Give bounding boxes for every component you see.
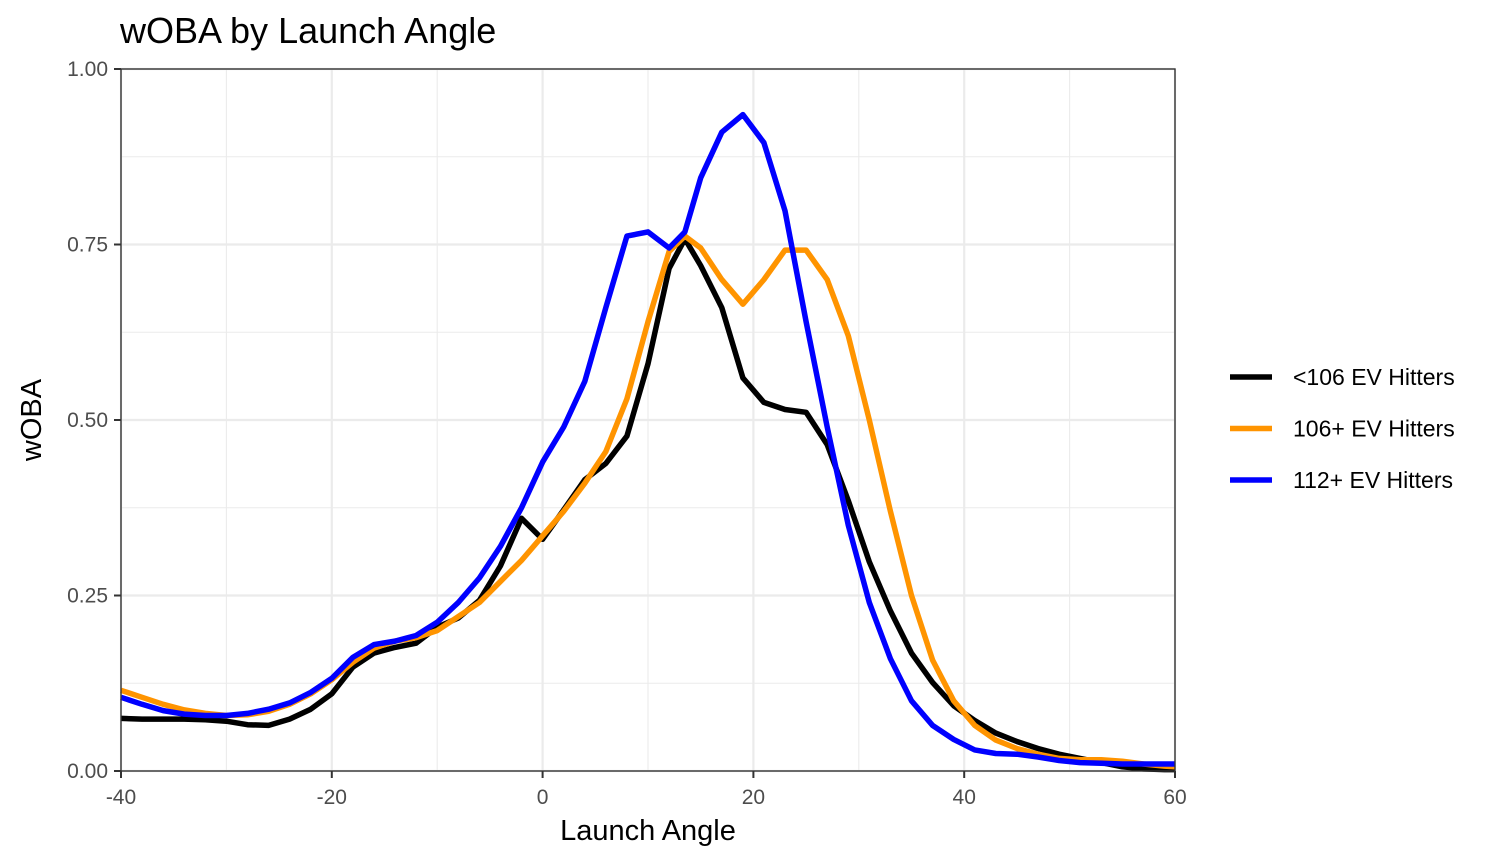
- legend-label-1: <106 EV Hitters: [1293, 364, 1455, 390]
- y-tick-label: 0.00: [67, 760, 108, 783]
- plot-panel: [119, 67, 1177, 773]
- x-tick-label: 20: [742, 786, 765, 809]
- legend-label-3: 112+ EV Hitters: [1293, 467, 1453, 493]
- x-tick-label: -20: [317, 786, 347, 809]
- y-tick-label: 0.25: [67, 585, 108, 608]
- x-axis: -40 -20 0 20 40 60: [106, 771, 1187, 809]
- legend-label-2: 106+ EV Hitters: [1293, 416, 1455, 442]
- y-tick-label: 0.50: [67, 409, 108, 432]
- x-tick-label: 0: [537, 786, 549, 809]
- x-tick-label: 60: [1163, 786, 1186, 809]
- y-tick-label: 0.75: [67, 234, 108, 257]
- series-line-1: [120, 236, 1175, 773]
- series-line-3: [120, 111, 1175, 767]
- chart-title: wOBA by Launch Angle: [119, 10, 496, 51]
- legend: <106 EV Hitters 106+ EV Hitters 112+ EV Hi…: [1230, 364, 1455, 493]
- x-tick-label: 40: [953, 786, 976, 809]
- y-tick-label: 1.00: [67, 58, 108, 81]
- y-axis: 0.00 0.25 0.50 0.75 1.00: [67, 58, 121, 783]
- y-axis-title: wOBA: [16, 378, 48, 462]
- x-tick-label: -40: [106, 786, 136, 809]
- x-axis-title: Launch Angle: [560, 815, 736, 847]
